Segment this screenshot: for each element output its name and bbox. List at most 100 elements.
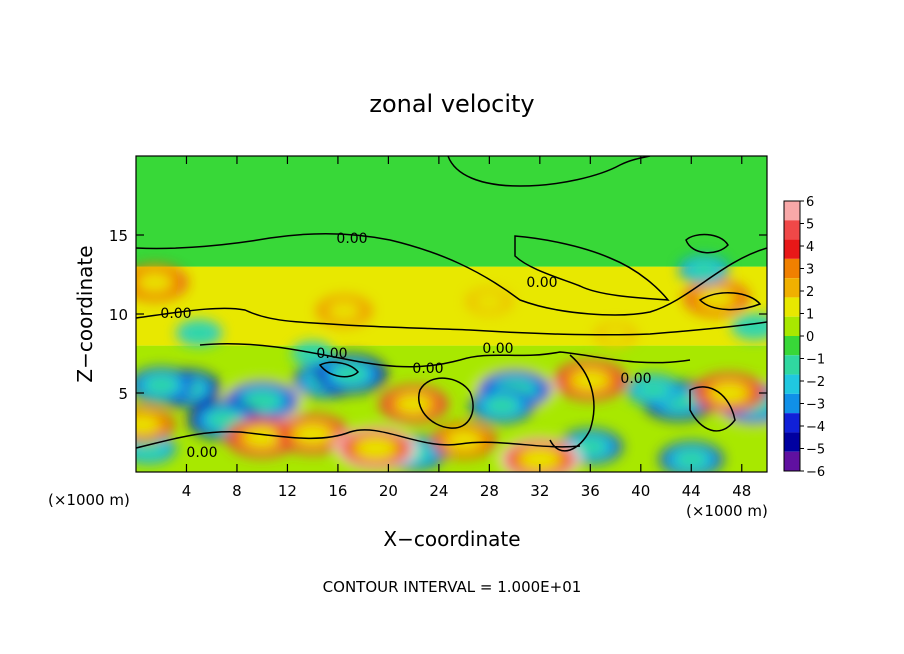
contour-line: [689, 386, 736, 432]
colorbar-swatch: [784, 278, 800, 298]
heatmap-cell: [700, 289, 733, 308]
colorbar-label: −5: [806, 443, 825, 458]
x-tick-label: 24: [429, 482, 448, 500]
contour-line: [685, 233, 729, 254]
x-unit-left: (×1000 m): [48, 491, 130, 509]
contour-line: [514, 235, 670, 301]
heatmap-cell: [243, 390, 281, 412]
contour-line: [417, 377, 474, 429]
colorbar-swatch: [784, 239, 800, 259]
y-axis-label: Z−coordinate: [73, 245, 97, 382]
contour-interval-note: CONTOUR INTERVAL = 1.000E+01: [323, 578, 582, 596]
heatmap-band: [136, 266, 767, 346]
contour-label: 0.00: [482, 341, 513, 357]
colorbar-swatch: [784, 297, 800, 317]
x-tick-label: 12: [278, 482, 297, 500]
x-tick-label: 44: [682, 482, 701, 500]
contour-label: 0.00: [412, 361, 443, 377]
y-tick-label: 10: [109, 306, 128, 324]
heatmap-cell: [397, 394, 431, 414]
colorbar-label: 5: [806, 218, 814, 233]
colorbar-label: 0: [806, 330, 814, 345]
heatmap-cell: [333, 364, 369, 384]
colorbar-label: 3: [806, 263, 814, 278]
colorbar-swatch: [784, 432, 800, 452]
colorbar-swatch: [784, 355, 800, 375]
colorbar-swatch: [784, 258, 800, 279]
colorbar-swatch: [784, 413, 800, 433]
contour-line: [136, 307, 767, 336]
plot-area: 0.00 0.00 0.00 0.00 0.00 0.00 0.00 0.00: [136, 156, 767, 472]
colorbar-swatch: [784, 316, 800, 336]
heatmap-cell: [183, 323, 215, 343]
colorbar-label: 1: [806, 308, 814, 323]
colorbar-label: 6: [806, 195, 814, 210]
chart-title: zonal velocity: [369, 90, 534, 118]
contour-label: 0.00: [336, 231, 367, 247]
heatmap-cell: [244, 427, 280, 447]
colorbar-label: 2: [806, 285, 814, 300]
y-tick-label: 15: [109, 227, 128, 245]
heatmap-cell: [485, 396, 519, 415]
heatmap-cell: [572, 370, 608, 390]
colorbar-label: −6: [806, 465, 825, 480]
colorbar-swatch: [784, 393, 800, 414]
colorbar-swatch: [784, 220, 800, 240]
colorbar-swatch: [784, 451, 800, 471]
colorbar-label: −2: [806, 375, 825, 390]
x-tick-label: 28: [480, 482, 499, 500]
heatmap-cell: [738, 317, 767, 336]
colorbar: 6 5 4 3 2 1 0 −1 −2 −3 −4 −5 −6: [783, 195, 825, 480]
heatmap-cell: [328, 302, 360, 320]
contour-label: 0.00: [186, 445, 217, 461]
heatmap-cell: [356, 438, 395, 459]
x-axis: 4 8 12 16 20 24 28 32 36 40 44 48: [182, 156, 751, 500]
contour-line: [447, 156, 651, 187]
colorbar-swatch: [784, 336, 800, 356]
colorbar-swatch: [784, 201, 800, 221]
contour-line: [136, 429, 581, 449]
colorbar-label: 4: [806, 240, 814, 255]
heatmap-cell: [674, 450, 708, 469]
heatmap-cell: [473, 292, 505, 311]
contour-label: 0.00: [316, 346, 347, 362]
x-tick-label: 40: [631, 482, 650, 500]
heatmap-cell: [136, 415, 159, 434]
heatmap-cell: [447, 431, 481, 450]
heatmap-cell: [295, 424, 331, 444]
x-axis-label: X−coordinate: [383, 527, 520, 551]
colorbar-label: −4: [806, 420, 825, 435]
contour-line: [549, 354, 595, 452]
contour-labels: 0.00 0.00 0.00 0.00 0.00 0.00 0.00 0.00: [160, 231, 651, 461]
contour-label: 0.00: [526, 275, 557, 291]
x-tick-label: 48: [732, 482, 751, 500]
contour-line: [318, 361, 360, 378]
heatmap-cell: [144, 375, 178, 395]
heatmap-cell: [136, 439, 165, 458]
heatmap-cell: [689, 261, 719, 278]
x-tick-label: 16: [328, 482, 347, 500]
contour-label: 0.00: [160, 306, 191, 322]
x-tick-label: 4: [182, 482, 192, 500]
heatmap-cell: [711, 383, 747, 403]
colorbar-label: −1: [806, 353, 825, 368]
x-tick-label: 8: [232, 482, 242, 500]
contour-line: [136, 233, 767, 316]
x-unit-right: (×1000 m): [686, 502, 768, 520]
heatmap-band: [136, 156, 767, 267]
y-tick-label: 5: [118, 385, 128, 403]
x-tick-label: 20: [379, 482, 398, 500]
heatmap-cell: [637, 381, 670, 399]
contour-line: [199, 342, 691, 368]
heatmap-cell: [521, 449, 559, 470]
colorbar-label: −3: [806, 398, 825, 413]
y-axis: 5 10 15: [109, 227, 767, 403]
contour-label: 0.00: [620, 371, 651, 387]
heatmap-cell: [206, 410, 242, 430]
x-tick-label: 36: [581, 482, 600, 500]
heatmap-field: [136, 255, 767, 472]
colorbar-swatch: [784, 374, 800, 394]
heatmap-cell: [138, 273, 172, 292]
x-tick-label: 32: [530, 482, 549, 500]
